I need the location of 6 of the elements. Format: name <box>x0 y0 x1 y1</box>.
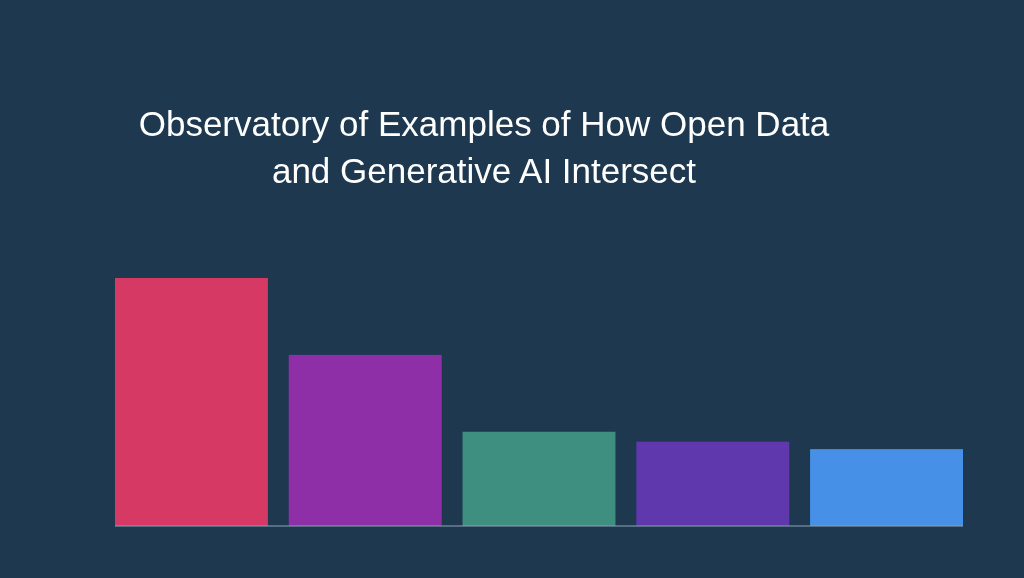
bar <box>462 431 616 526</box>
bar <box>810 449 963 526</box>
bar <box>288 354 442 526</box>
bar <box>636 441 790 526</box>
chart-title: Observatory of Examples of How Open Data and Generative AI Intersect <box>138 104 830 190</box>
bar <box>115 278 268 526</box>
